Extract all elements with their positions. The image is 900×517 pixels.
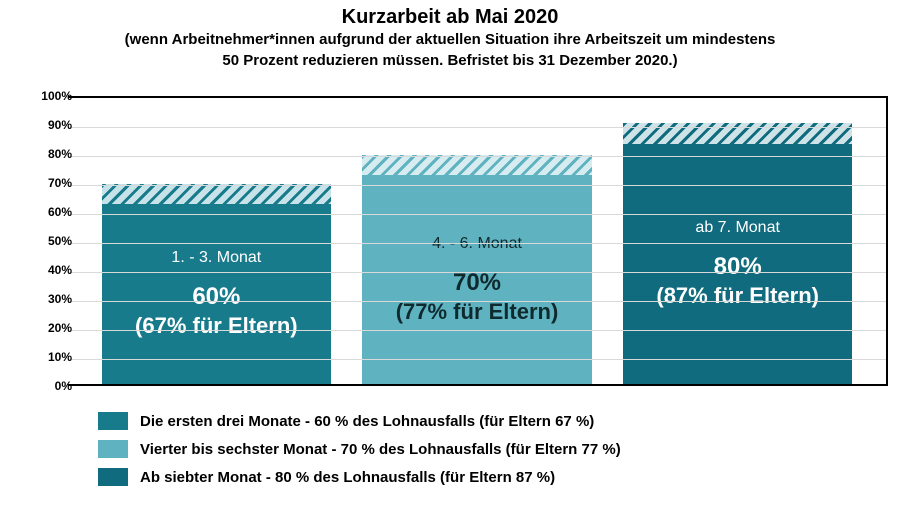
legend-swatch — [98, 412, 128, 430]
chart-title: Kurzarbeit ab Mai 2020 — [0, 6, 900, 29]
bar-slot: 4. - 6. Monat70%(77% für Eltern) — [347, 98, 608, 384]
bar-inner: ab 7. Monat 80%(87% für Eltern) — [623, 144, 852, 384]
chart-subtitle-line2: 50 Prozent reduzieren müssen. Befristet … — [0, 52, 900, 71]
bar-percent-label: 60% — [192, 282, 240, 312]
y-tick-label: 0% — [32, 379, 72, 393]
grid-line — [68, 185, 886, 186]
grid-line — [68, 127, 886, 128]
bar-eltern-label: (87% für Eltern) — [656, 282, 819, 310]
bar: 1. - 3. Monat 60%(67% für Eltern) — [102, 204, 331, 384]
title-block: Kurzarbeit ab Mai 2020 (wenn Arbeitnehme… — [0, 0, 900, 71]
bar-eltern-label: (67% für Eltern) — [135, 312, 298, 340]
legend-swatch — [98, 440, 128, 458]
y-tick-label: 30% — [32, 292, 72, 306]
grid-line — [68, 359, 886, 360]
y-tick-label: 80% — [32, 147, 72, 161]
grid-line — [68, 330, 886, 331]
chart-subtitle-line1: (wenn Arbeitnehmer*innen aufgrund der ak… — [0, 31, 900, 50]
bar-period-label: 1. - 3. Monat — [171, 248, 261, 268]
y-tick-label: 90% — [32, 118, 72, 132]
legend-row: Vierter bis sechster Monat - 70 % des Lo… — [98, 440, 621, 458]
bar-percent-label: 80% — [714, 252, 762, 282]
bar-slot: 1. - 3. Monat 60%(67% für Eltern) — [86, 98, 347, 384]
y-tick-label: 40% — [32, 263, 72, 277]
y-tick-label: 10% — [32, 350, 72, 364]
legend-label: Ab siebter Monat - 80 % des Lohnausfalls… — [140, 469, 555, 486]
grid-line — [68, 272, 886, 273]
bar-hatch — [102, 184, 331, 204]
y-tick-label: 50% — [32, 234, 72, 248]
bar: 4. - 6. Monat70%(77% für Eltern) — [362, 175, 591, 384]
grid-line — [68, 214, 886, 215]
y-tick-label: 60% — [32, 205, 72, 219]
bar-hatch — [362, 155, 591, 175]
legend-row: Ab siebter Monat - 80 % des Lohnausfalls… — [98, 468, 621, 486]
y-tick-label: 20% — [32, 321, 72, 335]
legend-swatch — [98, 468, 128, 486]
legend-label: Vierter bis sechster Monat - 70 % des Lo… — [140, 441, 621, 458]
y-tick-label: 100% — [32, 89, 72, 103]
bar-inner: 1. - 3. Monat 60%(67% für Eltern) — [102, 204, 331, 384]
bar-inner: 4. - 6. Monat70%(77% für Eltern) — [362, 175, 591, 384]
bar: ab 7. Monat 80%(87% für Eltern) — [623, 144, 852, 384]
grid-line — [68, 301, 886, 302]
bar-period-label: ab 7. Monat — [695, 218, 780, 238]
legend-label: Die ersten drei Monate - 60 % des Lohnau… — [140, 413, 594, 430]
grid-line — [68, 156, 886, 157]
chart-frame: 1. - 3. Monat 60%(67% für Eltern) 4. - 6. … — [68, 96, 888, 386]
y-tick-label: 70% — [32, 176, 72, 190]
bar-slot: ab 7. Monat 80%(87% für Eltern) — [607, 98, 868, 384]
grid-line — [68, 243, 886, 244]
bars-container: 1. - 3. Monat 60%(67% für Eltern) 4. - 6. … — [68, 98, 886, 384]
legend: Die ersten drei Monate - 60 % des Lohnau… — [98, 412, 621, 496]
legend-row: Die ersten drei Monate - 60 % des Lohnau… — [98, 412, 621, 430]
plot-area: 1. - 3. Monat 60%(67% für Eltern) 4. - 6. … — [68, 98, 886, 384]
